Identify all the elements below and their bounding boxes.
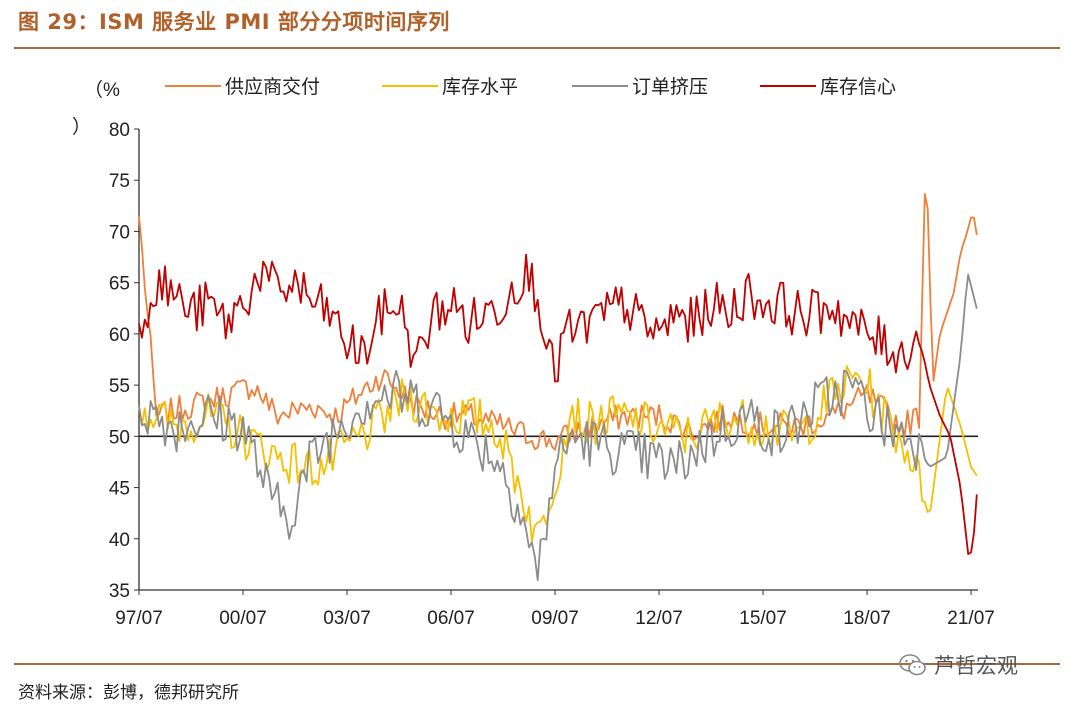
y-tick-label: 75 — [109, 171, 130, 192]
series-line-3 — [138, 253, 978, 555]
x-tick-label: 00/07 — [219, 608, 267, 629]
series-line-2 — [138, 273, 978, 582]
y-tick-label: 40 — [109, 530, 130, 551]
x-tick-label: 97/07 — [115, 608, 163, 629]
legend-label-2: 订单挤压 — [632, 76, 708, 98]
source-note: 资料来源：彭博，德邦研究所 — [18, 683, 239, 703]
series-line-0 — [138, 192, 978, 451]
x-tick-label: 12/07 — [635, 608, 683, 629]
x-tick-label: 09/07 — [531, 608, 579, 629]
title-rule — [14, 47, 1060, 49]
watermark: 芦哲宏观 — [898, 650, 1018, 680]
y-tick-label: 65 — [109, 274, 130, 295]
wechat-icon — [899, 654, 926, 676]
x-tick-label: 15/07 — [739, 608, 787, 629]
y-tick-label: 50 — [109, 427, 130, 448]
y-tick-label: 45 — [109, 479, 130, 500]
legend-label-0: 供应商交付 — [225, 76, 320, 98]
legend-label-3: 库存信心 — [820, 76, 896, 98]
x-tick-label: 18/07 — [843, 608, 891, 629]
y-axis-label: （% — [84, 79, 120, 101]
y-tick-label: 35 — [109, 581, 130, 602]
y-axis-label-close: ） — [72, 116, 91, 138]
legend-label-1: 库存水平 — [442, 76, 518, 98]
x-tick-label: 03/07 — [323, 608, 371, 629]
chart-legend: 供应商交付 库存水平 订单挤压 库存信心 — [165, 76, 896, 98]
y-tick-label: 55 — [109, 376, 130, 397]
y-tick-label: 60 — [109, 325, 130, 346]
figure-title: 图 29：ISM 服务业 PMI 部分分项时间序列 — [18, 10, 450, 34]
y-tick-label: 80 — [109, 120, 130, 141]
x-tick-label: 06/07 — [427, 608, 475, 629]
watermark-text: 芦哲宏观 — [934, 654, 1018, 678]
y-tick-label: 70 — [109, 222, 130, 243]
bottom-rule — [14, 663, 1060, 665]
x-tick-label: 21/07 — [947, 608, 995, 629]
chart-lines — [138, 192, 978, 582]
